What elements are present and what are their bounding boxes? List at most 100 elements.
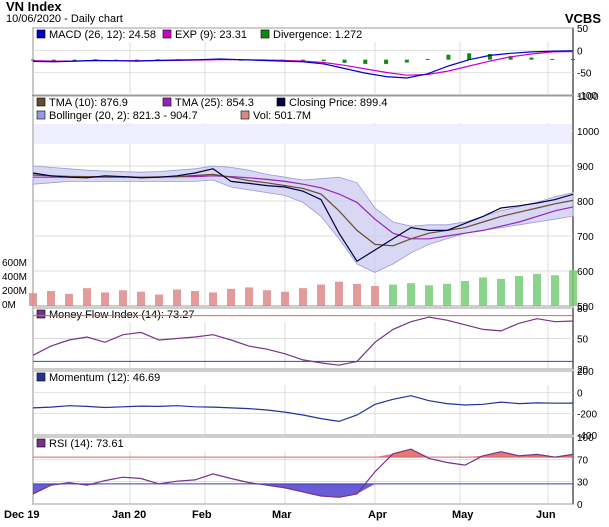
volume-bar [389,284,397,306]
macd-legend-label: Divergence: 1.272 [273,29,362,41]
volume-bar [65,293,73,306]
price-legend-swatch [276,97,286,107]
macd-legend-swatch [36,29,46,39]
volume-tick: 0M [2,300,16,311]
price-legend-swatch [36,110,46,120]
price-legend-label: Vol: 501.7M [253,110,311,122]
macd-legend-swatch [162,29,172,39]
chart-date: 10/06/2020 - Daily chart [6,13,123,25]
rsi-legend-label: RSI (14): 73.61 [49,438,124,450]
mfi-legend-label: Money Flow Index (14): 73.27 [49,309,195,321]
volume-bar [335,281,343,306]
momentum-legend-bg [34,372,572,385]
price-ytick: 600 [577,267,594,278]
rsi-legend-swatch [36,438,46,448]
x-tick-label: Jan 20 [112,509,146,521]
price-ytick: 700 [577,232,594,243]
volume-bar [461,281,469,306]
volume-tick: 600M [2,258,27,269]
rsi-ytick: 0 [577,500,583,511]
rsi-ytick: 70 [577,455,589,466]
x-tick-label: Dec 19 [4,509,39,521]
divergence-bar [467,53,472,60]
macd-legend-label: MACD (26, 12): 24.58 [49,29,156,41]
volume-bar [173,289,181,306]
volume-bar [47,291,55,306]
divergence-bar [404,59,409,63]
volume-bar [551,275,559,306]
divergence-bar [51,59,56,61]
price-legend-label: Bollinger (20, 2): 821.3 - 904.7 [49,110,198,122]
volume-bar [227,288,235,306]
macd-ytick: -50 [577,69,592,80]
mfi-ytick: 50 [577,335,589,346]
momentum-ytick: 200 [577,367,594,378]
x-tick-label: Jun [536,509,556,521]
volume-bar [209,292,217,306]
price-legend-label: Closing Price: 899.4 [289,97,387,109]
volume-bar [533,273,541,306]
macd-ytick: 0 [577,46,583,57]
divergence-bar [550,58,555,60]
divergence-bar [446,54,451,60]
volume-bar [317,284,325,306]
mfi-legend-swatch [36,309,46,319]
mfi-ytick: 80 [577,304,589,315]
x-tick-label: Apr [368,509,388,521]
price-ytick: 1100 [577,92,599,103]
divergence-bar [301,59,305,61]
price-legend-swatch [36,97,46,107]
divergence-bar [363,59,368,64]
divergence-bar [487,54,492,60]
volume-bar [479,277,487,306]
momentum-legend-swatch [36,372,46,382]
volume-bar [299,288,307,306]
rsi-oversold-fill [33,483,573,498]
volume-bar [29,293,37,306]
divergence-bar [342,59,347,63]
rsi-ytick: 30 [577,478,589,489]
mfi-ytick: 20 [577,365,589,376]
macd-ytick: 50 [577,24,589,35]
close-line [32,168,574,263]
volume-bar [407,283,415,306]
x-tick-label: Feb [192,509,212,521]
macd-legend-label: EXP (9): 23.31 [175,29,247,41]
macd-legend-swatch [260,29,270,39]
volume-bar [263,290,271,306]
chart-source: VCBS [564,11,601,26]
price-legend-bg [34,97,572,123]
momentum-ytick: -400 [577,431,597,442]
volume-bar [281,291,289,306]
volume-bar [191,291,199,306]
momentum-ytick: -200 [577,410,597,421]
momentum-ytick: 0 [577,388,583,399]
price-ytick: 1000 [577,127,600,138]
divergence-bar [529,57,534,60]
divergence-bar [384,59,389,64]
rsi-line [32,448,574,498]
rsi-legend-bg [34,438,572,451]
volume-tick: 400M [2,272,27,283]
volume-bar [119,290,127,306]
volume-bar [245,287,253,306]
volume-bar [515,276,523,306]
price-upper-shade [34,124,572,144]
price-ytick: 500 [577,302,594,313]
volume-bar [497,278,505,306]
price-legend-label: TMA (25): 854.3 [175,97,254,109]
x-tick-label: Mar [272,509,292,521]
macd-line [32,50,574,79]
price-legend-swatch [240,110,250,120]
divergence-bar [31,59,35,61]
volume-bar [443,283,451,306]
volume-bar [101,292,109,306]
volume-bar [83,288,91,306]
volume-bar [569,270,577,306]
price-legend-label: TMA (10): 876.9 [49,97,128,109]
price-ytick: 900 [577,162,594,173]
volume-bar [425,285,433,306]
volume-bar [371,286,379,306]
momentum-legend-label: Momentum (12): 46.69 [49,372,160,384]
